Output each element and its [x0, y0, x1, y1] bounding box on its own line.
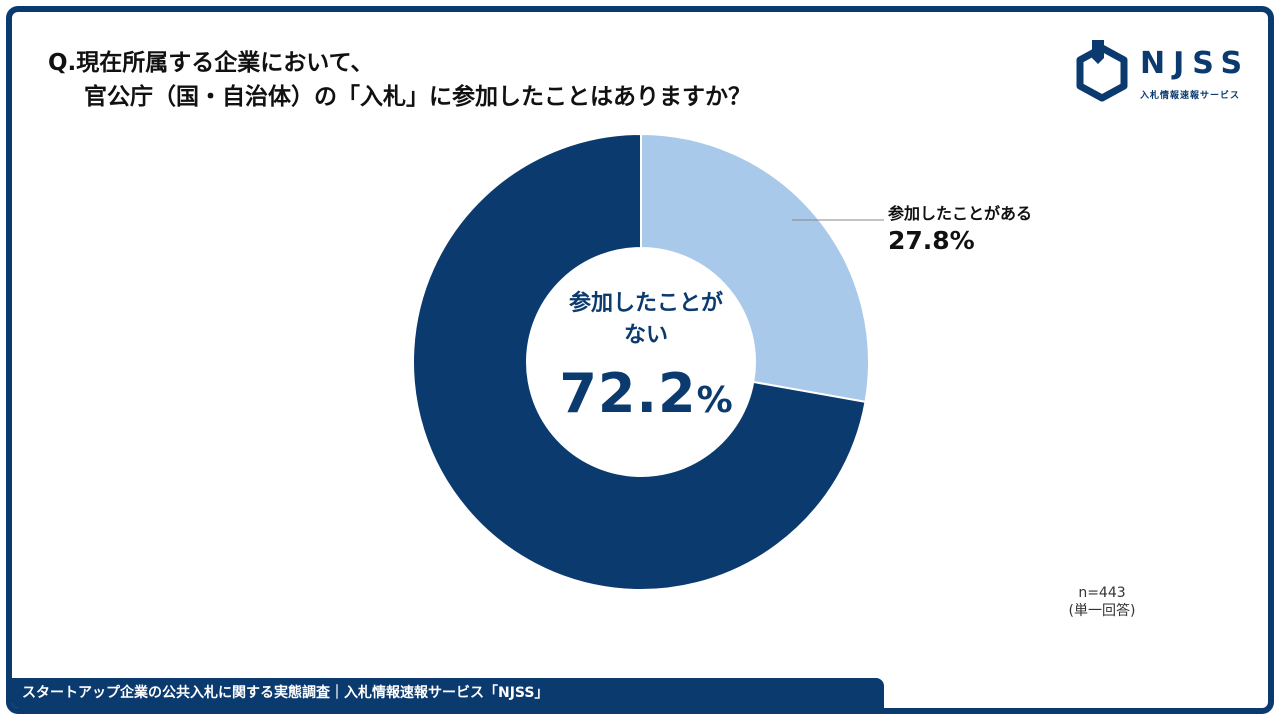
slice-label-not-participated-name-line1: 参加したことが: [568, 291, 723, 316]
sample-note: n=443 (単一回答): [1052, 584, 1152, 620]
slice-label-not-participated: 参加したことが ない 72.2%: [534, 288, 758, 425]
question-title: Q.現在所属する企業において、 官公庁（国・自治体）の「入札」に参加したことはあ…: [48, 46, 751, 114]
question-title-line2: 官公庁（国・自治体）の「入札」に参加したことはありますか？: [84, 84, 751, 110]
njss-logo-text: NJSS: [1140, 46, 1251, 81]
slice-label-not-participated-value: 72.2%: [534, 362, 758, 425]
donut-slice-participated: [640, 132, 870, 404]
donut-slice-not-participated: [412, 132, 867, 591]
footer-banner: スタートアップ企業の公共入札に関する実態調査｜入札情報速報サービス「NJSS」: [12, 678, 884, 708]
value-unit: %: [696, 380, 733, 421]
slice-label-not-participated-name-line2: ない: [623, 323, 668, 348]
slide-frame: Q.現在所属する企業において、 官公庁（国・自治体）の「入札」に参加したことはあ…: [6, 6, 1274, 714]
njss-logo-subtitle: 入札情報速報サービス: [1140, 91, 1241, 101]
slice-label-participated: 参加したことがある 27.8%: [888, 200, 1032, 255]
value-number: 72.2: [559, 362, 697, 425]
sample-size: n=443: [1078, 585, 1126, 601]
answer-type: (単一回答): [1068, 603, 1136, 619]
njss-logo-icon: [1076, 40, 1128, 102]
slice-label-participated-value: 27.8%: [888, 226, 975, 255]
slice-label-participated-name: 参加したことがある: [888, 204, 1033, 223]
njss-logo: NJSS 入札情報速報サービス: [1074, 36, 1244, 112]
question-title-line1: Q.現在所属する企業において、: [48, 50, 374, 76]
donut-slices: [412, 132, 870, 591]
